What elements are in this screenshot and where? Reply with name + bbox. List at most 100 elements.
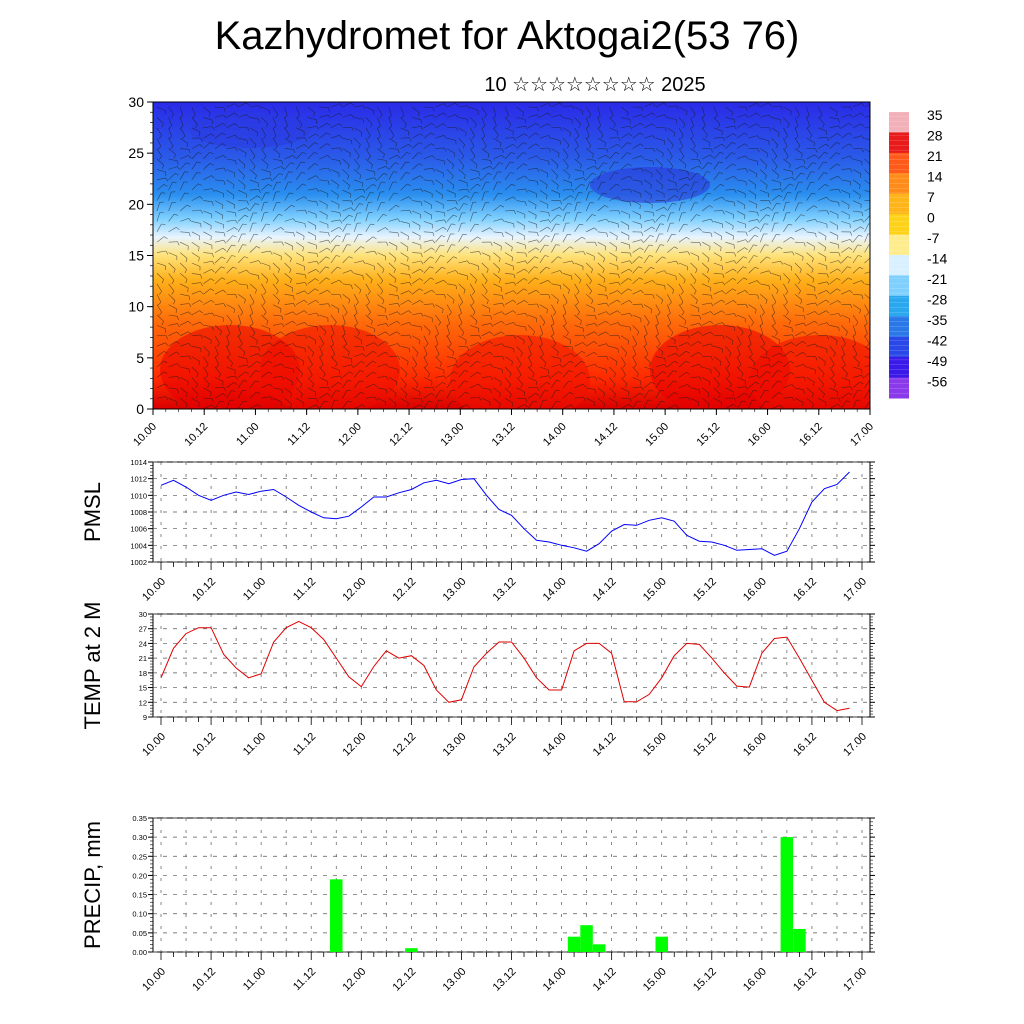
wind-barb bbox=[817, 152, 825, 160]
wind-barb-feather bbox=[535, 143, 540, 147]
wind-barb bbox=[760, 345, 768, 352]
wind-barb bbox=[284, 241, 293, 247]
wind-barb bbox=[725, 313, 735, 316]
wind-barb bbox=[574, 158, 582, 165]
wind-barb-feather bbox=[661, 299, 664, 304]
wind-barb bbox=[771, 404, 781, 409]
wind-barb bbox=[423, 400, 429, 409]
wind-barb-feather bbox=[513, 137, 516, 142]
wind-barb bbox=[191, 397, 200, 404]
wind-barb bbox=[203, 387, 212, 393]
wind-barb bbox=[609, 387, 616, 395]
wind-barb-feather bbox=[558, 371, 562, 374]
wind-barb bbox=[249, 127, 258, 133]
wind-barb bbox=[760, 114, 769, 118]
wind-barb bbox=[678, 117, 686, 125]
wind-barb-feather bbox=[161, 223, 166, 225]
wind-barb-feather bbox=[394, 258, 397, 263]
wind-barb bbox=[203, 312, 213, 316]
wind-barb-feather bbox=[171, 290, 175, 295]
wind-barb bbox=[690, 363, 700, 368]
wind-barb bbox=[574, 236, 583, 243]
wind-barb-feather bbox=[268, 371, 273, 375]
wind-barb bbox=[272, 283, 279, 292]
wind-barb bbox=[388, 397, 397, 405]
wind-barb bbox=[574, 177, 584, 181]
wind-barb-feather bbox=[792, 251, 795, 256]
wind-barb bbox=[330, 226, 339, 233]
x-tick-label: 15.00 bbox=[641, 731, 669, 759]
wind-barb bbox=[609, 241, 617, 248]
wind-barb-feather bbox=[358, 144, 361, 149]
wind-barb-feather bbox=[767, 102, 772, 106]
wind-barb-feather bbox=[391, 135, 395, 139]
wind-barb-feather bbox=[751, 322, 754, 326]
wind-barb-feather bbox=[407, 236, 409, 241]
wind-barb-feather bbox=[348, 214, 353, 217]
wind-barb bbox=[458, 325, 465, 333]
wind-barb-feather bbox=[593, 351, 598, 355]
wind-barb bbox=[760, 148, 768, 154]
wind-barb-feather bbox=[718, 161, 723, 164]
wind-barb bbox=[597, 162, 604, 170]
wind-barb-feather bbox=[373, 383, 378, 388]
wind-barb-feather bbox=[837, 133, 841, 137]
wind-barb bbox=[551, 304, 557, 313]
wind-barb-feather bbox=[710, 233, 713, 238]
wind-barb-feather bbox=[536, 168, 540, 172]
wind-barb bbox=[620, 163, 629, 170]
wind-barb-feather bbox=[369, 192, 374, 194]
wind-barb bbox=[539, 189, 548, 196]
wind-barb bbox=[226, 366, 236, 371]
wind-barb bbox=[400, 152, 407, 160]
wind-barb bbox=[342, 148, 351, 154]
wind-barb-feather bbox=[452, 351, 455, 356]
wind-barb-feather bbox=[335, 390, 340, 392]
wind-barb-feather bbox=[489, 165, 494, 170]
wind-barb bbox=[736, 314, 746, 319]
wind-barb-feather bbox=[777, 175, 780, 179]
wind-barb bbox=[528, 114, 537, 118]
wind-barb-feather bbox=[824, 361, 826, 366]
wind-barb-feather bbox=[613, 123, 616, 128]
wind-barb-feather bbox=[419, 133, 424, 137]
wind-barb-feather bbox=[813, 205, 818, 208]
wind-barb-feather bbox=[772, 322, 776, 327]
wind-barb bbox=[388, 162, 396, 170]
wind-barb-feather bbox=[780, 188, 783, 193]
wind-barb-feather bbox=[757, 212, 759, 217]
wind-barb bbox=[574, 183, 582, 191]
wind-barb bbox=[423, 314, 433, 319]
wind-barb bbox=[237, 314, 242, 324]
wind-barb-feather bbox=[293, 232, 295, 237]
x-tick-label: 14.00 bbox=[541, 966, 569, 994]
wind-barb-feather bbox=[802, 331, 807, 335]
wind-barb-feather bbox=[681, 311, 685, 316]
wind-barb-feather bbox=[547, 280, 552, 284]
wind-barb-feather bbox=[814, 311, 818, 315]
wind-barb bbox=[400, 262, 410, 267]
wind-barb-feather bbox=[824, 247, 826, 252]
wind-barb bbox=[191, 144, 200, 149]
wind-barb bbox=[644, 189, 652, 196]
wind-barb bbox=[412, 117, 421, 120]
wind-barb-feather bbox=[326, 204, 328, 209]
wind-barb bbox=[817, 161, 824, 170]
wind-barb bbox=[736, 122, 745, 129]
x-tick-label: 11.12 bbox=[291, 576, 318, 603]
wind-barb-feather bbox=[651, 112, 656, 116]
wind-barb-feather bbox=[300, 394, 303, 399]
wind-barb bbox=[516, 278, 524, 285]
wind-barb bbox=[435, 244, 441, 253]
colorbar-swatch bbox=[889, 112, 909, 133]
wind-barb bbox=[249, 380, 256, 388]
wind-barb-feather bbox=[823, 172, 828, 174]
wind-barb bbox=[354, 273, 363, 276]
wind-barb-feather bbox=[568, 380, 573, 383]
wind-barb bbox=[527, 256, 535, 264]
wind-barb bbox=[168, 283, 175, 292]
wind-barb-feather bbox=[663, 206, 668, 211]
wind-barb-feather bbox=[408, 196, 412, 200]
wind-barb-feather bbox=[211, 175, 215, 179]
wind-barb bbox=[748, 244, 754, 253]
